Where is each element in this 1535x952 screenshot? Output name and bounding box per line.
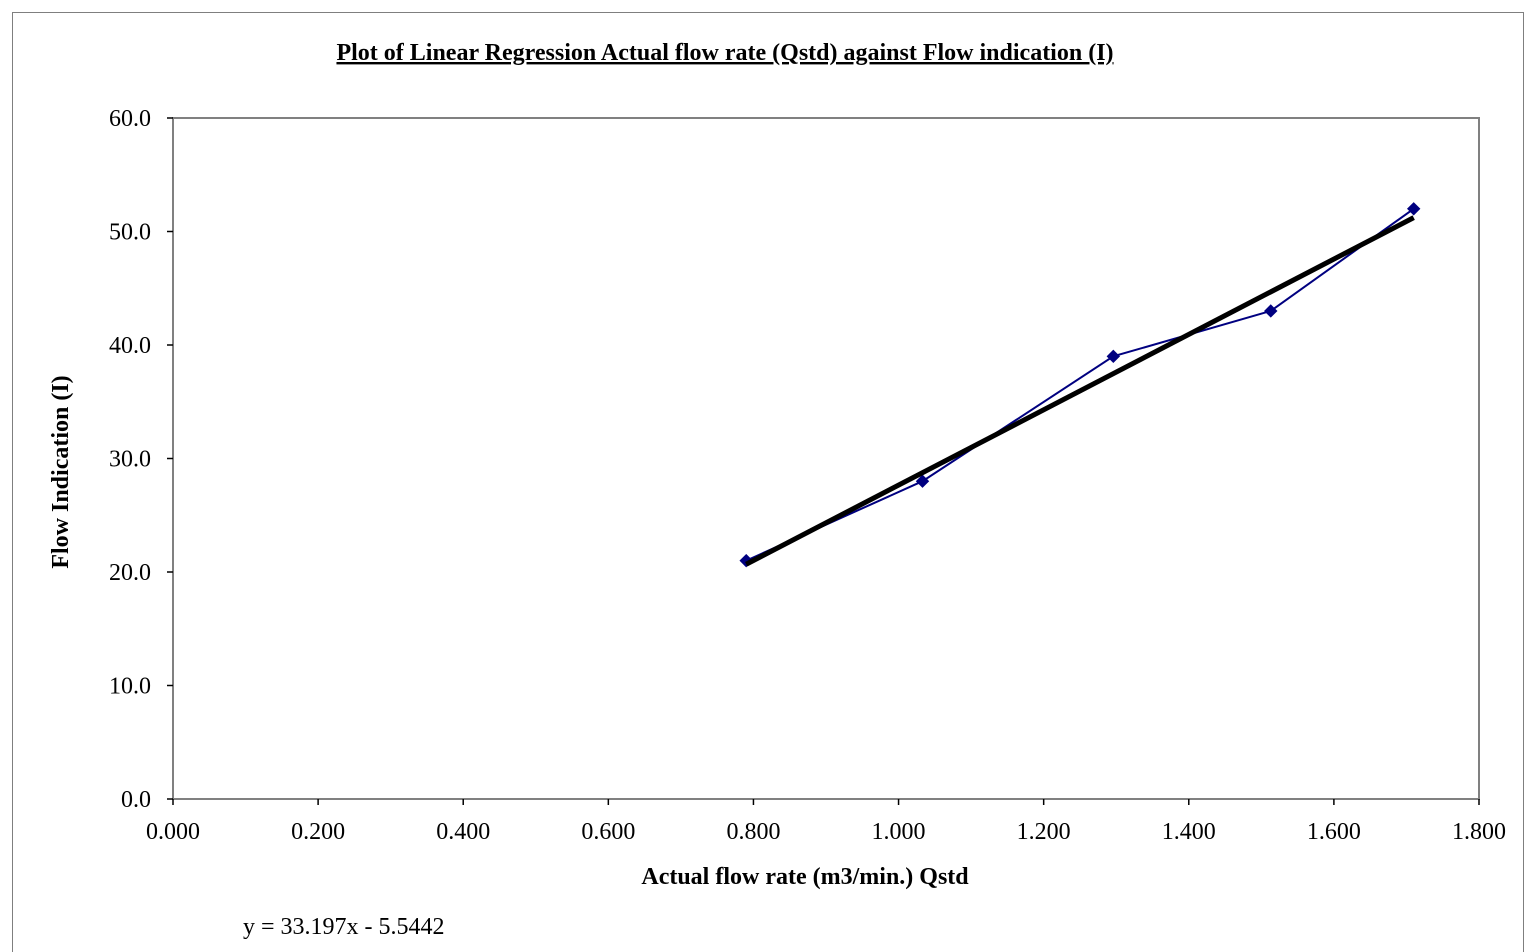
y-tick-label: 50.0 xyxy=(109,220,151,246)
x-axis: 0.000 0.200 0.400 0.600 0.800 1.000 1.200 1.400… xyxy=(146,799,1506,845)
x-tick-label: 0.000 xyxy=(146,819,200,845)
chart-title: Plot of Linear Regression Actual flow ra… xyxy=(336,40,1113,66)
x-tick-label: 1.000 xyxy=(872,819,926,845)
y-axis-label: Flow Indication (I) xyxy=(48,375,74,568)
x-tick-label: 1.200 xyxy=(1017,819,1071,845)
x-axis-label: Actual flow rate (m3/min.) Qstd xyxy=(641,864,969,890)
x-tick-label: 0.800 xyxy=(726,819,780,845)
y-tick-label: 30.0 xyxy=(109,447,151,473)
x-tick-label: 1.400 xyxy=(1162,819,1216,845)
data-series xyxy=(739,202,1421,568)
x-tick-label: 0.600 xyxy=(581,819,635,845)
data-point xyxy=(915,474,930,488)
y-tick-label: 40.0 xyxy=(109,333,151,359)
x-tick-label: 0.200 xyxy=(291,819,345,845)
y-tick-label: 10.0 xyxy=(109,674,151,700)
chart-frame xyxy=(12,12,1524,952)
data-point xyxy=(1264,304,1278,318)
x-tick-label: 0.400 xyxy=(436,819,490,845)
plot-area xyxy=(172,117,1480,800)
data-point xyxy=(1406,202,1421,216)
y-tick-label: 0.0 xyxy=(121,787,151,813)
data-point xyxy=(1106,349,1121,364)
trendline xyxy=(745,215,1415,567)
y-tick-label: 20.0 xyxy=(109,560,151,586)
trendline-equation: y = 33.197x - 5.5442 xyxy=(243,914,445,940)
x-tick-label: 1.600 xyxy=(1307,819,1361,845)
y-axis: 0.0 10.0 20.0 30.0 40.0 50.0 60.0 xyxy=(109,106,173,813)
x-tick-label: 1.800 xyxy=(1452,819,1506,845)
trendline-group xyxy=(745,215,1415,567)
y-tick-label: 60.0 xyxy=(109,106,151,132)
